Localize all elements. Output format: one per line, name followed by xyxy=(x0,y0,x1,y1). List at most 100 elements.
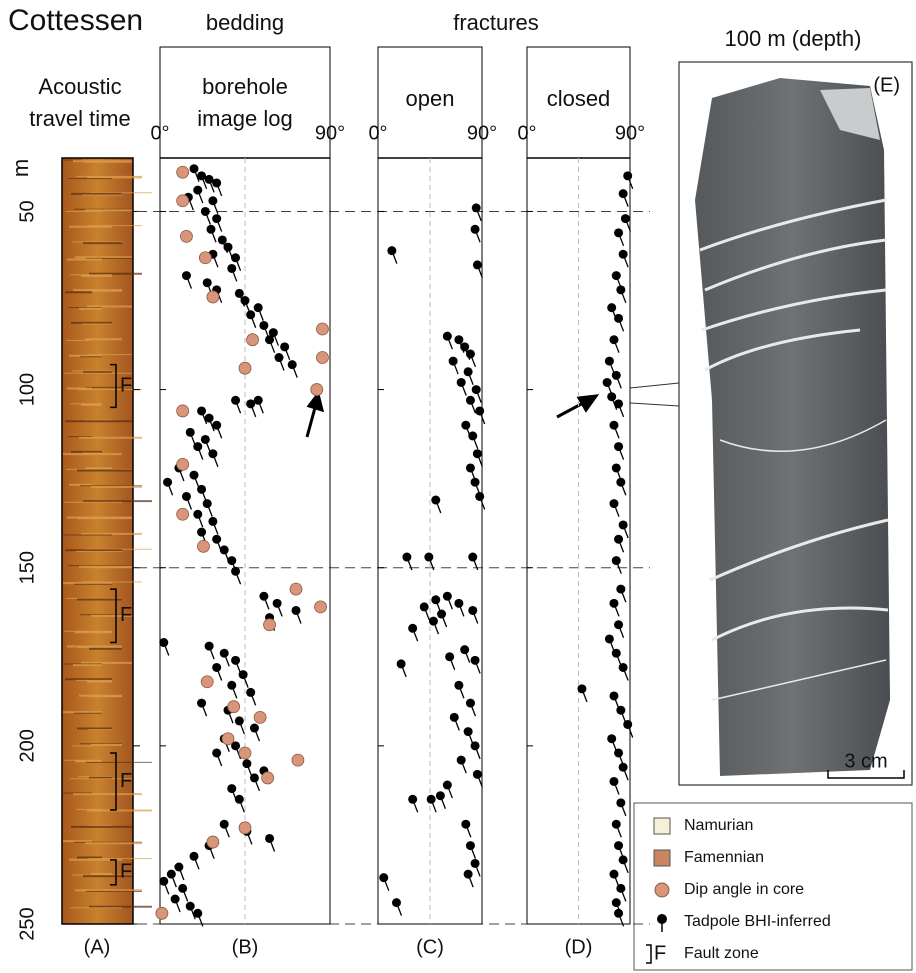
tadpole xyxy=(182,271,191,280)
fault-label: F xyxy=(120,770,132,792)
group-header: fractures xyxy=(453,10,539,35)
tadpole xyxy=(457,378,466,387)
tadpole xyxy=(254,396,263,405)
tadpole xyxy=(461,421,470,430)
y-tick-label: 250 xyxy=(16,907,38,940)
tadpole xyxy=(227,784,236,793)
tadpole xyxy=(466,699,475,708)
tadpole xyxy=(471,656,480,665)
tadpole xyxy=(259,592,268,601)
tadpole xyxy=(619,520,628,529)
core-dip xyxy=(156,907,168,919)
tadpole xyxy=(420,602,429,611)
panel-label: (E) xyxy=(873,74,900,96)
core-dip xyxy=(292,754,304,766)
tadpole xyxy=(212,748,221,757)
tadpole xyxy=(402,553,411,562)
legend-label: Tadpole BHI-inferred xyxy=(684,913,831,930)
tadpole xyxy=(609,777,618,786)
core-dip xyxy=(264,619,276,631)
tadpole xyxy=(241,296,250,305)
tadpole xyxy=(239,670,248,679)
tadpole xyxy=(607,392,616,401)
figure: Cottessen Acoustictravel time bedding fr… xyxy=(0,0,916,973)
tadpole xyxy=(603,378,612,387)
tadpole xyxy=(193,909,202,918)
core-dip xyxy=(316,323,328,335)
tadpole xyxy=(466,349,475,358)
tadpole xyxy=(621,214,630,223)
legend-label: Dip angle in core xyxy=(684,881,804,898)
fault-label: F xyxy=(120,374,132,396)
tadpole xyxy=(231,396,240,405)
tadpole xyxy=(614,748,623,757)
tadpole xyxy=(392,898,401,907)
tadpole xyxy=(609,599,618,608)
core-dip xyxy=(207,291,219,303)
tadpole xyxy=(197,406,206,415)
tadpole xyxy=(235,289,244,298)
tadpole xyxy=(167,870,176,879)
tadpole xyxy=(609,870,618,879)
tadpole xyxy=(220,820,229,829)
tadpole xyxy=(472,385,481,394)
tadpole xyxy=(212,535,221,544)
core-dip xyxy=(254,711,266,723)
x-tick-label: 90° xyxy=(315,122,345,144)
tadpole xyxy=(207,225,216,234)
tadpole xyxy=(227,264,236,273)
tadpole xyxy=(265,335,274,344)
y-tick-label: 50 xyxy=(16,200,38,222)
tadpole xyxy=(614,314,623,323)
scale-label: 3 cm xyxy=(844,750,887,772)
panel-label: (D) xyxy=(565,936,593,958)
tadpole xyxy=(464,727,473,736)
tadpole xyxy=(612,649,621,658)
tadpole xyxy=(612,898,621,907)
tadpole xyxy=(235,795,244,804)
tadpole xyxy=(227,681,236,690)
legend-swatch xyxy=(655,883,669,897)
tadpole xyxy=(397,659,406,668)
connector xyxy=(630,383,679,388)
core-dip xyxy=(199,252,211,264)
tadpole xyxy=(193,510,202,519)
tadpole xyxy=(619,189,628,198)
tadpole xyxy=(454,681,463,690)
panel-label: (B) xyxy=(232,936,259,958)
tadpole xyxy=(227,556,236,565)
tadpole xyxy=(436,791,445,800)
tadpole xyxy=(424,553,433,562)
tadpole xyxy=(475,492,484,501)
tadpole xyxy=(208,449,217,458)
tadpole xyxy=(429,617,438,626)
legend-fault-label: F xyxy=(654,942,666,964)
tadpole xyxy=(205,642,214,651)
tadpole xyxy=(466,841,475,850)
tadpole xyxy=(605,357,614,366)
panel-label: (A) xyxy=(84,936,111,958)
panel-title: closed xyxy=(547,86,611,111)
tadpole xyxy=(246,310,255,319)
tadpole xyxy=(619,250,628,259)
tadpole xyxy=(475,406,484,415)
tadpole xyxy=(471,478,480,487)
x-tick-label: 90° xyxy=(467,122,497,144)
x-tick-label: 0° xyxy=(517,122,536,144)
core-dip xyxy=(290,583,302,595)
tadpole xyxy=(473,449,482,458)
tadpole xyxy=(212,214,221,223)
tadpole xyxy=(443,781,452,790)
y-tick-label: 150 xyxy=(16,551,38,584)
tadpole xyxy=(159,638,168,647)
tadpole xyxy=(197,699,206,708)
tadpole xyxy=(190,471,199,480)
tadpole xyxy=(612,556,621,565)
core-dip xyxy=(207,836,219,848)
tadpole xyxy=(250,724,259,733)
core-dip xyxy=(311,384,323,396)
tadpole xyxy=(203,278,212,287)
tadpole xyxy=(468,431,477,440)
group-header: bedding xyxy=(206,10,284,35)
